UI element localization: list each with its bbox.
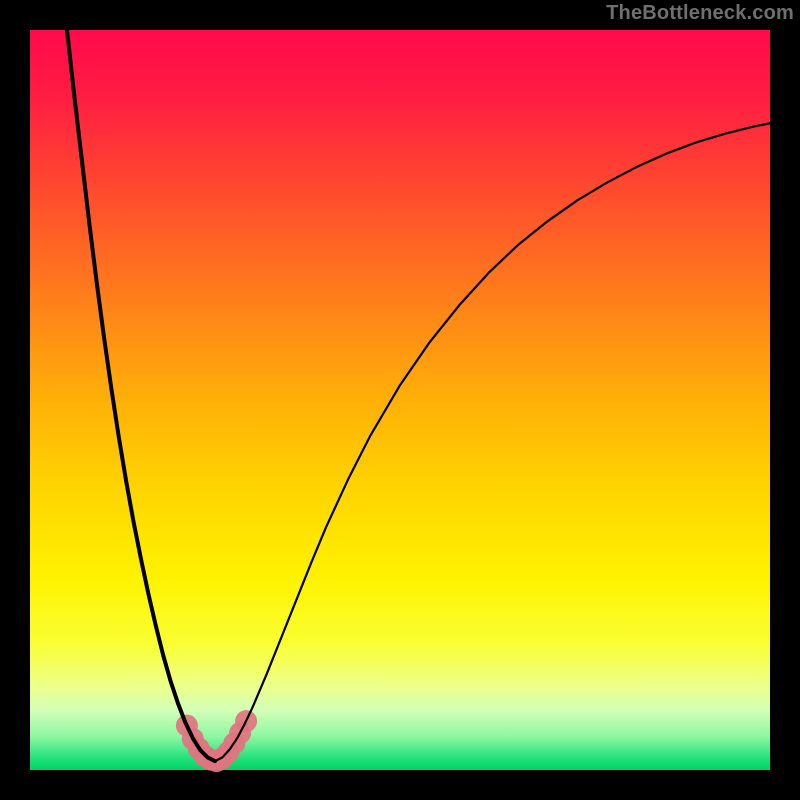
credit-label: TheBottleneck.com: [606, 0, 800, 25]
bottleneck-chart: [0, 0, 800, 800]
plot-background: [30, 30, 770, 770]
chart-stage: TheBottleneck.com: [0, 0, 800, 800]
